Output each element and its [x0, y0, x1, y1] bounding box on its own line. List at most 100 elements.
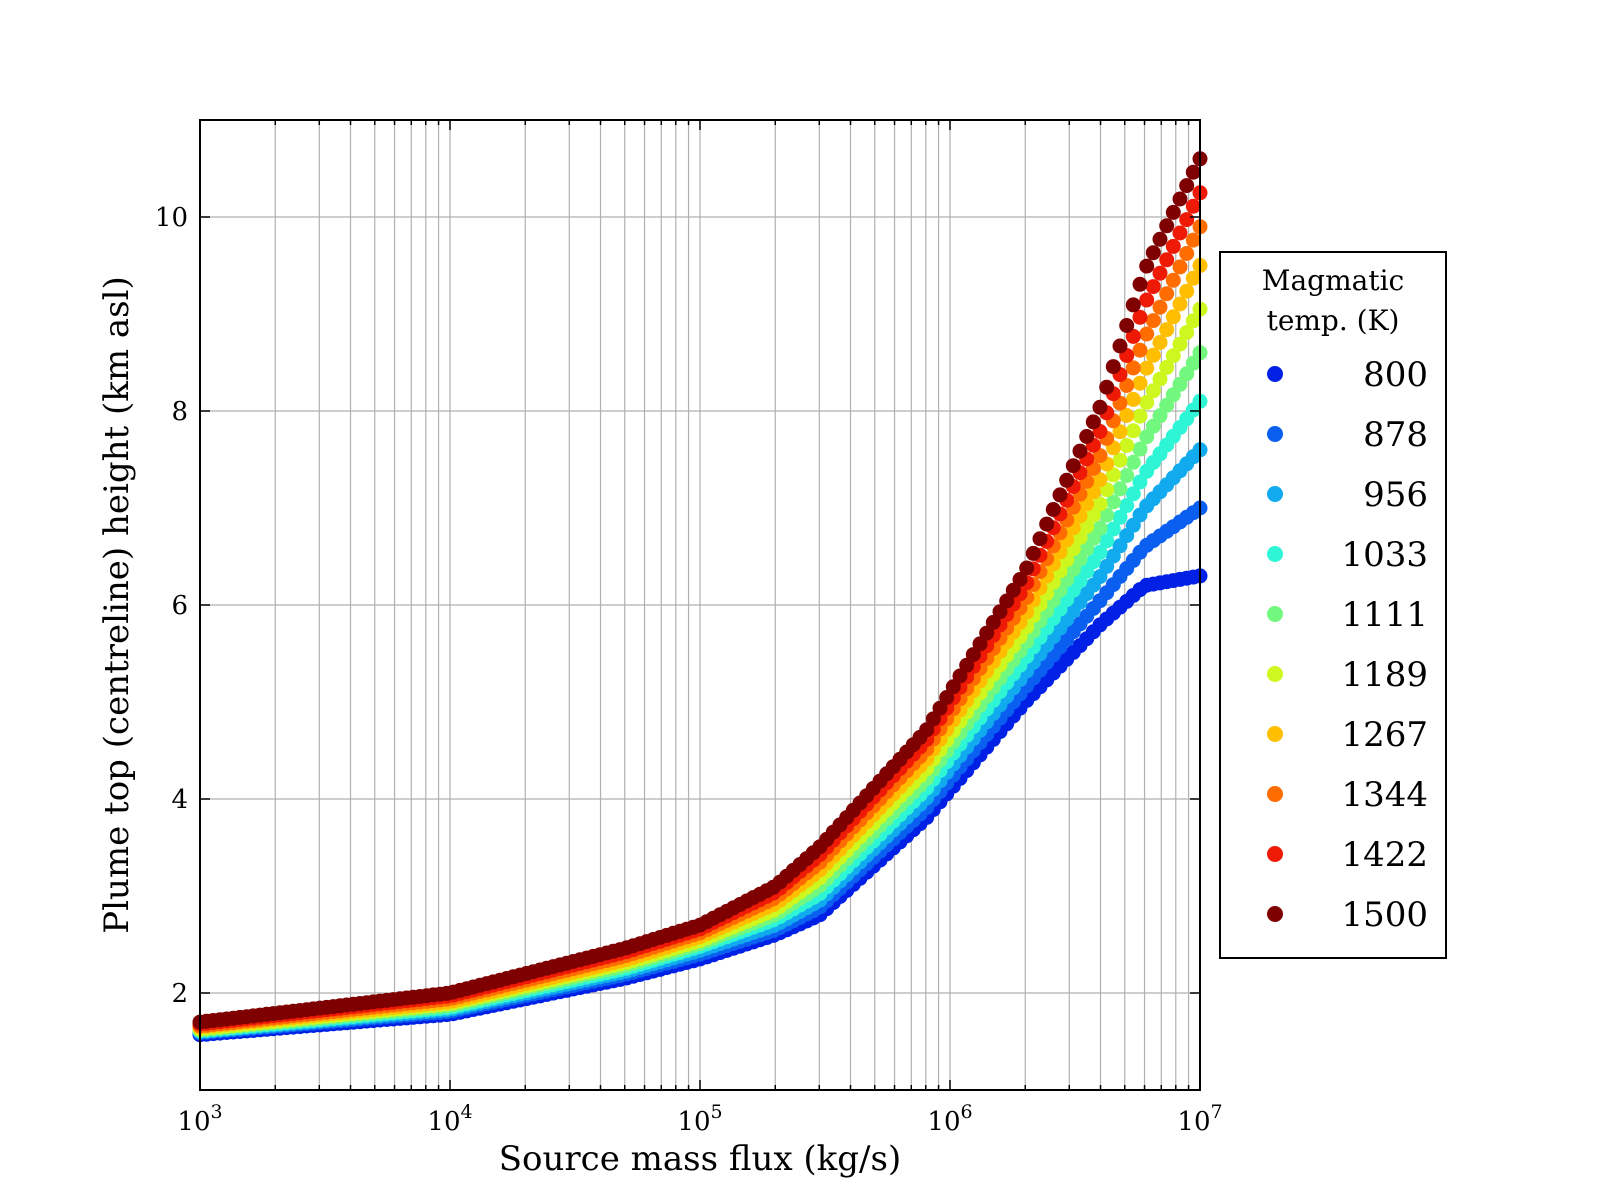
legend-label: 1422 — [1341, 835, 1428, 875]
data-point — [959, 657, 975, 673]
data-point — [979, 625, 995, 641]
legend-title-line2: temp. (K) — [1267, 304, 1400, 337]
y-tick-label: 2 — [171, 979, 188, 1009]
legend-entries: 800 878 956 1033 1111 1189 1267 1344 1422 1500 — [1267, 355, 1428, 935]
legend-marker — [1267, 366, 1283, 382]
legend: Magmatic temp. (K) 800 878 956 1033 1111 1189… — [1219, 251, 1447, 959]
data-point — [1145, 279, 1161, 295]
data-point — [1132, 276, 1148, 292]
data-point — [1139, 258, 1155, 274]
data-point — [1172, 296, 1188, 312]
data-point — [1005, 582, 1021, 598]
data-point — [1112, 509, 1128, 525]
data-point — [1139, 394, 1155, 410]
data-point — [1152, 335, 1168, 350]
x-tick-label: 104 — [427, 1101, 472, 1137]
y-axis-label: Plume top (centreline) height (km asl) — [97, 276, 137, 934]
data-point — [1145, 347, 1161, 363]
data-point — [1092, 472, 1108, 488]
data-point — [1085, 507, 1101, 523]
data-point — [1125, 423, 1141, 439]
data-point — [1085, 414, 1101, 430]
data-point — [1185, 232, 1201, 248]
legend-marker — [1267, 906, 1283, 922]
data-point — [1119, 438, 1135, 453]
data-point — [1119, 408, 1135, 423]
data-point — [925, 711, 941, 727]
legend-label: 878 — [1363, 415, 1428, 455]
data-point — [1139, 292, 1155, 308]
data-point — [1092, 544, 1108, 560]
data-point — [1119, 468, 1135, 483]
data-point — [1185, 270, 1201, 286]
data-point — [1132, 408, 1148, 424]
data-point — [1165, 238, 1181, 254]
data-point — [1132, 342, 1148, 358]
data-point — [1159, 252, 1175, 268]
data-point — [1179, 212, 1195, 228]
data-point — [1125, 486, 1141, 502]
y-tick-label: 4 — [171, 785, 188, 815]
legend-marker — [1267, 486, 1283, 502]
y-tick-label: 6 — [171, 591, 188, 621]
y-tick-label: 10 — [155, 203, 188, 233]
data-point — [1105, 494, 1121, 510]
data-point — [1032, 531, 1048, 547]
data-point — [1159, 218, 1175, 234]
data-point — [1092, 520, 1108, 536]
x-tick-label: 107 — [1177, 1101, 1222, 1137]
data-point — [1185, 164, 1201, 180]
data-point — [1119, 498, 1135, 514]
data-point — [945, 679, 961, 695]
y-tick-label: 8 — [171, 397, 188, 427]
data-point — [1119, 318, 1135, 333]
data-point — [1012, 572, 1028, 587]
legend-label: 1111 — [1341, 595, 1428, 635]
data-point — [1132, 474, 1148, 490]
data-point — [1159, 286, 1175, 302]
legend-title-line1: Magmatic — [1262, 264, 1404, 297]
x-tick-label: 105 — [677, 1101, 722, 1137]
x-tick-label: 103 — [177, 1101, 222, 1137]
data-point — [1185, 313, 1201, 329]
data-point — [932, 700, 948, 716]
data-point — [1165, 272, 1181, 288]
legend-marker — [1267, 546, 1283, 562]
data-point — [965, 647, 981, 663]
data-point — [1079, 429, 1095, 444]
legend-marker — [1267, 786, 1283, 802]
data-point — [1099, 507, 1115, 523]
data-point — [999, 593, 1015, 609]
data-point — [992, 604, 1008, 620]
legend-marker — [1267, 666, 1283, 682]
axis-ticks: 103 104 105 106 107 2 4 6 8 10 — [155, 120, 1223, 1137]
data-point — [1152, 265, 1168, 281]
data-point — [1112, 452, 1128, 468]
data-point — [952, 668, 968, 684]
data-point — [1179, 325, 1195, 340]
data-point — [1125, 454, 1141, 470]
data-point — [1025, 545, 1041, 561]
data-point — [1152, 231, 1168, 247]
data-point — [1045, 502, 1061, 517]
data-point — [972, 636, 988, 652]
data-point — [1172, 225, 1188, 241]
data-point — [1165, 309, 1181, 325]
data-point — [1145, 245, 1161, 261]
data-point — [1065, 458, 1081, 474]
data-point — [1112, 481, 1128, 497]
data-point — [1172, 191, 1188, 207]
data-point — [1132, 441, 1148, 457]
data-point — [1039, 516, 1055, 532]
legend-label: 800 — [1363, 355, 1428, 395]
data-point — [1105, 359, 1121, 375]
data-point — [1139, 326, 1155, 342]
legend-box — [1219, 251, 1447, 959]
legend-marker — [1267, 426, 1283, 442]
legend-marker — [1267, 726, 1283, 742]
data-point — [1119, 378, 1135, 393]
data-point — [1092, 399, 1108, 415]
data-point — [1185, 198, 1201, 214]
data-point — [1125, 328, 1141, 344]
